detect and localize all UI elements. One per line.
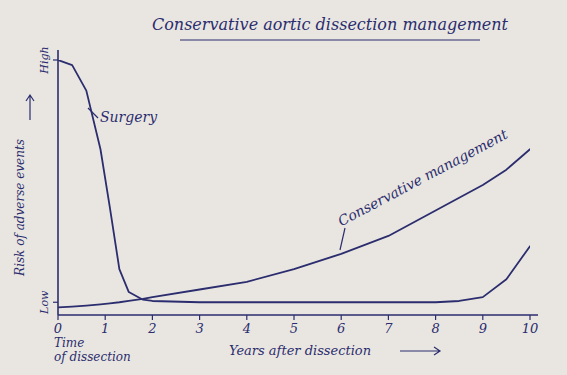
x-tick [57, 315, 58, 320]
annotation-line: Time [54, 336, 84, 350]
x-tick [435, 315, 436, 320]
x-tick-label: 8 [431, 321, 439, 336]
series-label: Surgery [100, 109, 158, 125]
y-tick-label: Low [38, 290, 51, 315]
chart: Conservative aortic dissection managemen… [0, 0, 567, 375]
label-leader [88, 108, 98, 118]
series-label: Conservative management [335, 126, 510, 229]
x-tick [529, 315, 530, 320]
x-tick [341, 315, 342, 320]
y-label-arrow [26, 95, 34, 120]
x-tick-label: 5 [290, 321, 298, 336]
label-leader [340, 228, 345, 250]
x-tick [152, 315, 153, 320]
title-underline [180, 39, 480, 40]
x-tick-label: 4 [242, 321, 251, 336]
x-tick [293, 315, 294, 320]
x-tick-label: 9 [479, 321, 487, 336]
x-tick-label: 6 [337, 321, 345, 336]
x-label-arrow [400, 347, 440, 355]
x-tick [105, 315, 106, 320]
x-tick [388, 315, 389, 320]
y-tick-label: High [38, 46, 51, 74]
x-axis [58, 314, 538, 316]
x-tick-label: 3 [195, 321, 203, 336]
series-line [58, 149, 530, 307]
x-tick [482, 315, 483, 320]
x-tick-label: 7 [384, 321, 393, 336]
x-tick [199, 315, 200, 320]
x-tick-label: 2 [147, 321, 156, 336]
y-tick [53, 302, 58, 303]
x-tick-label: 10 [522, 321, 539, 336]
annotation-line: of dissection [54, 350, 131, 364]
y-tick [53, 59, 58, 60]
x-axis-label: Years after dissection [229, 343, 371, 358]
y-axis-label: Risk of adverse events [13, 139, 27, 277]
series-line [58, 60, 530, 302]
x-tick [246, 315, 247, 320]
y-axis [57, 50, 59, 315]
x-tick-label: 0 [54, 321, 62, 336]
x-tick-label: 1 [101, 321, 109, 336]
title: Conservative aortic dissection managemen… [152, 15, 509, 34]
plot-area [58, 60, 530, 307]
background [0, 0, 567, 375]
annotation: Timeof dissection [54, 336, 131, 364]
